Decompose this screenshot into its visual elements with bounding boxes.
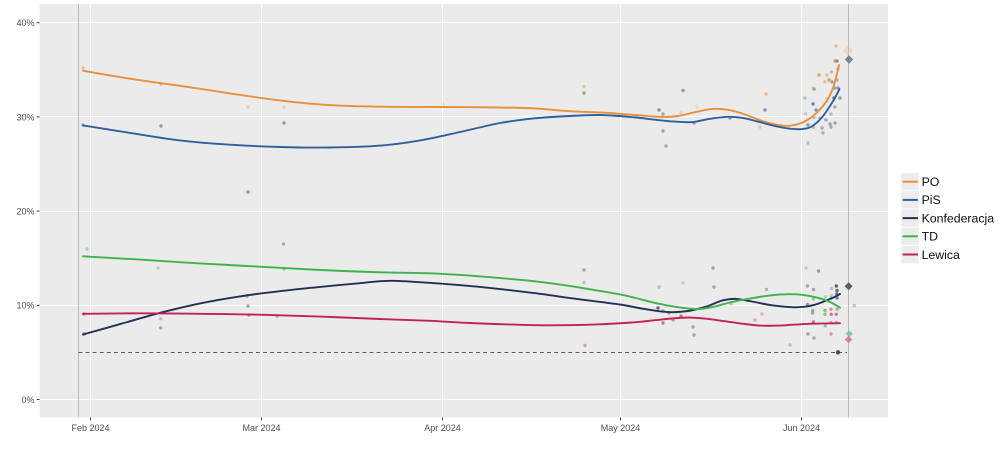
svg-text:10%: 10% [16,301,34,311]
svg-text:Konfederacja: Konfederacja [922,211,995,225]
svg-text:PiS: PiS [922,193,941,207]
svg-text:30%: 30% [16,112,34,122]
svg-text:Jun 2024: Jun 2024 [783,423,820,433]
svg-text:Apr 2024: Apr 2024 [424,423,461,433]
svg-text:20%: 20% [16,207,34,217]
svg-text:May 2024: May 2024 [601,423,641,433]
svg-text:Lewica: Lewica [922,248,960,262]
svg-text:TD: TD [922,230,939,244]
svg-text:PO: PO [922,175,940,189]
svg-text:Mar 2024: Mar 2024 [242,423,280,433]
svg-text:0%: 0% [21,395,34,405]
svg-text:40%: 40% [16,18,34,28]
svg-text:Feb 2024: Feb 2024 [71,423,109,433]
